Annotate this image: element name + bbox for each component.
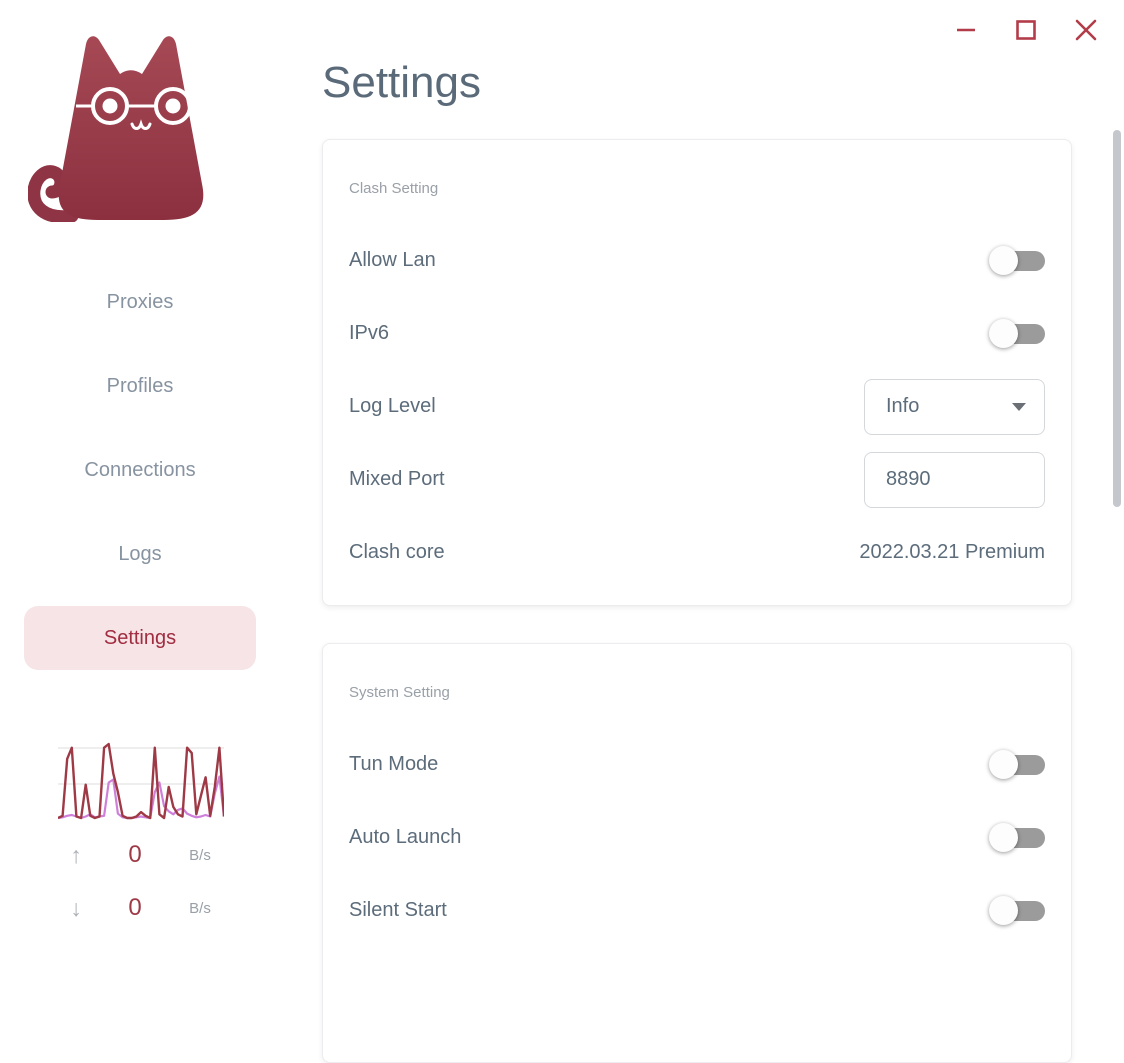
ipv6-label: IPv6 (349, 322, 390, 344)
mixed-port-input[interactable] (864, 451, 1045, 508)
cat-mouth (130, 119, 152, 130)
traffic-panel: ↑ 0 B/s ↓ 0 B/s (58, 738, 224, 926)
sidebar: Proxies Profiles Connections Logs Settin… (0, 0, 280, 937)
sidebar-item-connections[interactable]: Connections (24, 438, 256, 502)
log-level-value: Info (886, 395, 920, 417)
allow-lan-toggle[interactable] (989, 245, 1045, 276)
silent-start-label: Silent Start (349, 899, 447, 921)
section-title: Clash Setting (349, 180, 439, 197)
log-level-select[interactable]: Info (864, 378, 1045, 435)
sidebar-item-proxies[interactable]: Proxies (24, 270, 256, 334)
allow-lan-row: Allow Lan (349, 224, 1045, 297)
clash-core-row: Clash core 2022.03.21 Premium (349, 516, 1045, 589)
allow-lan-label: Allow Lan (349, 249, 436, 271)
toggle-thumb (989, 245, 1018, 275)
upload-value: 0 (128, 841, 142, 868)
cat-logo (28, 36, 204, 222)
silent-start-row: Silent Start (349, 874, 1045, 947)
cat-eye-right (165, 98, 181, 114)
sidebar-item-logs[interactable]: Logs (24, 522, 256, 586)
cat-eye-left (102, 98, 118, 114)
tun-mode-toggle[interactable] (989, 749, 1045, 780)
tun-mode-row: Tun Mode (349, 728, 1045, 801)
upload-row: ↑ 0 B/s (58, 837, 224, 873)
close-button[interactable] (1066, 12, 1106, 48)
auto-launch-label: Auto Launch (349, 826, 462, 848)
download-row: ↓ 0 B/s (58, 890, 224, 926)
download-unit: B/s (189, 899, 211, 917)
clash-core-version: 2022.03.21 Premium (859, 541, 1045, 563)
upload-unit: B/s (189, 846, 211, 864)
toggle-thumb (989, 318, 1018, 348)
upload-arrow-icon: ↑ (70, 841, 82, 868)
system-setting-card: System Setting Tun Mode Auto Launch Sile… (322, 643, 1072, 1063)
sidebar-item-label: Proxies (106, 290, 174, 313)
window-controls (946, 12, 1106, 48)
sidebar-item-label: Settings (103, 626, 177, 649)
clash-core-label: Clash core (349, 541, 445, 563)
download-value: 0 (128, 894, 142, 921)
toggle-thumb (989, 822, 1018, 852)
ipv6-toggle[interactable] (989, 318, 1045, 349)
close-icon (1075, 19, 1097, 41)
minimize-icon (957, 28, 975, 32)
traffic-chart (58, 742, 224, 820)
log-level-label: Log Level (349, 395, 436, 417)
sidebar-item-label: Profiles (106, 374, 174, 397)
toggle-thumb (989, 749, 1018, 779)
silent-start-toggle[interactable] (989, 895, 1045, 926)
mixed-port-row: Mixed Port (349, 443, 1045, 516)
sidebar-nav: Proxies Profiles Connections Logs Settin… (0, 270, 280, 690)
tun-mode-label: Tun Mode (349, 753, 439, 775)
minimize-button[interactable] (946, 12, 986, 48)
download-arrow-icon: ↓ (70, 894, 82, 921)
auto-launch-row: Auto Launch (349, 801, 1045, 874)
maximize-button[interactable] (1006, 12, 1046, 48)
chevron-down-icon (1012, 402, 1026, 411)
mixed-port-label: Mixed Port (349, 468, 445, 490)
main-content: Settings Clash Setting Allow Lan IPv6 Lo… (322, 0, 1072, 1063)
ipv6-row: IPv6 (349, 297, 1045, 370)
sidebar-item-settings[interactable]: Settings (24, 606, 256, 670)
cat-glasses (76, 87, 200, 125)
page-title: Settings (322, 58, 481, 107)
log-level-row: Log Level Info (349, 370, 1045, 443)
sidebar-item-profiles[interactable]: Profiles (24, 354, 256, 418)
toggle-thumb (989, 895, 1018, 925)
traffic-purple-line (58, 775, 224, 820)
section-title: System Setting (349, 684, 450, 701)
sidebar-item-label: Connections (84, 458, 196, 481)
clash-setting-card: Clash Setting Allow Lan IPv6 Log Level I… (322, 139, 1072, 606)
sidebar-item-label: Logs (118, 542, 162, 565)
auto-launch-toggle[interactable] (989, 822, 1045, 853)
maximize-icon (1016, 20, 1036, 40)
traffic-red-line (58, 742, 224, 820)
cat-body (58, 36, 204, 220)
scrollbar[interactable] (1113, 130, 1121, 507)
